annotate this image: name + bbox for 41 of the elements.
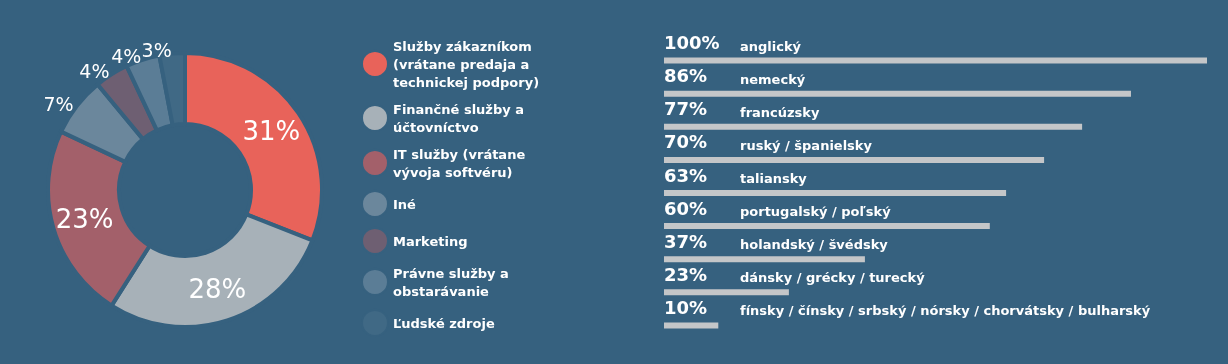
bar [664, 90, 1131, 97]
data-label: 4% [79, 59, 110, 82]
bar [664, 223, 990, 230]
legend-label: Iné [393, 196, 417, 212]
data-label: 4% [111, 44, 142, 67]
data-label: 3% [141, 38, 172, 61]
legend-label: Marketing [393, 233, 468, 249]
data-label: 37% [664, 230, 708, 252]
legend-label: Právne služby a obstarávanie [393, 265, 514, 299]
data-label: 63% [664, 164, 708, 186]
y-tick-label: portugalský / poľský [740, 204, 892, 220]
data-label: 28% [188, 274, 247, 305]
y-tick-label: taliansky [740, 171, 808, 186]
bar [664, 256, 865, 263]
y-tick-label: dánsky / grécky / turecký [740, 270, 926, 286]
y-tick-label: anglický [740, 38, 802, 54]
y-tick-label: fínsky / čínsky / srbský / nórsky / chorvátsky / bulharský [740, 303, 1151, 319]
y-tick-label: francúzsky [740, 104, 820, 120]
data-label: 10% [664, 296, 708, 318]
bar [664, 57, 1207, 64]
bar [664, 123, 1083, 130]
data-label: 100% [664, 32, 720, 54]
data-label: 60% [664, 197, 708, 219]
y-tick-label: holandský / švédsky [740, 237, 889, 253]
data-label: 70% [664, 131, 708, 153]
bar [664, 289, 789, 296]
bar [664, 322, 719, 329]
legend-label: Finančné služby a účtovníctvo [393, 101, 529, 135]
bar [664, 156, 1045, 163]
legend-label: Ľudské zdroje [393, 315, 495, 331]
data-label: 86% [664, 65, 708, 87]
y-tick-label: nemecký [740, 71, 806, 87]
data-label: 31% [242, 116, 301, 147]
data-label: 77% [664, 98, 708, 120]
bar [664, 190, 1007, 196]
data-label: 23% [664, 263, 708, 285]
y-tick-label: ruský / španielsky [740, 137, 873, 153]
data-label: 23% [55, 204, 114, 235]
legend-label: IT služby (vrátane vývoja softvéru) [393, 146, 530, 180]
legend-label: Služby zákazníkom (vrátane predaja a technickej podpory) [393, 38, 540, 90]
data-label: 7% [43, 92, 74, 115]
